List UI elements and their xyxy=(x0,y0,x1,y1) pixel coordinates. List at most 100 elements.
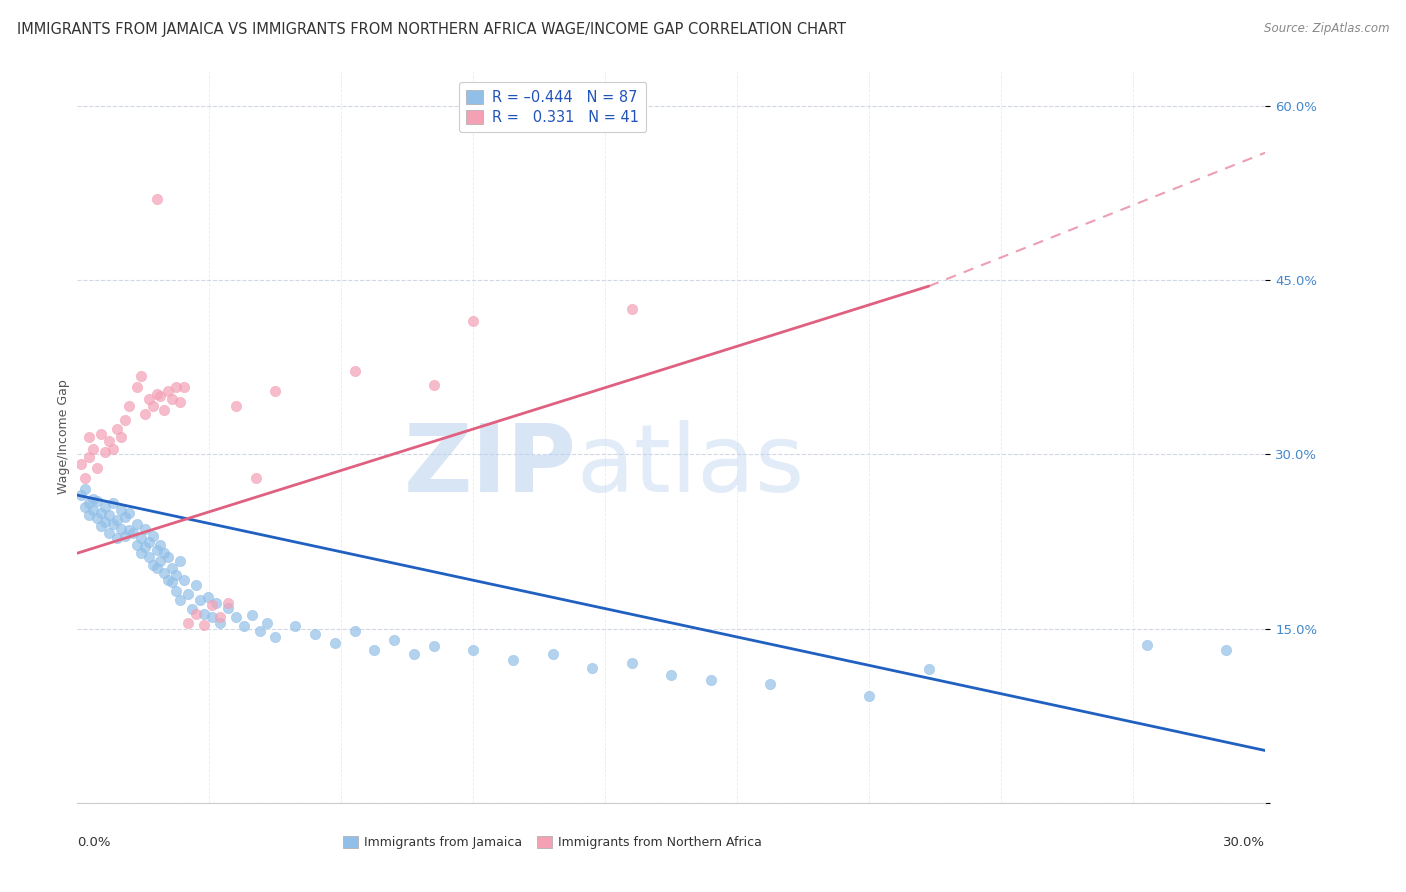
Point xyxy=(98,526,121,541)
Point xyxy=(121,526,143,541)
Point xyxy=(186,607,208,621)
Point xyxy=(423,377,446,392)
Text: 30.0%: 30.0% xyxy=(1223,836,1265,848)
Point xyxy=(463,642,485,657)
Point xyxy=(208,610,231,624)
Point xyxy=(118,399,141,413)
Point xyxy=(541,647,564,661)
Point xyxy=(153,403,176,417)
Point xyxy=(105,422,128,436)
Point xyxy=(193,618,215,632)
Point xyxy=(225,610,247,624)
Point xyxy=(1136,638,1159,652)
Point xyxy=(165,568,187,582)
Point xyxy=(70,488,93,502)
Point xyxy=(264,630,287,644)
Point xyxy=(217,600,239,615)
Point xyxy=(208,615,231,630)
Point xyxy=(125,380,148,394)
Point xyxy=(145,192,167,206)
Point xyxy=(205,596,228,610)
Point xyxy=(197,591,219,605)
Point xyxy=(169,554,191,568)
Point xyxy=(304,627,326,641)
Point xyxy=(118,523,141,537)
Point xyxy=(157,384,180,398)
Point xyxy=(129,546,152,560)
Point xyxy=(169,395,191,409)
Point xyxy=(245,471,267,485)
Point xyxy=(82,442,104,456)
Point xyxy=(162,392,184,406)
Point xyxy=(138,549,160,564)
Point xyxy=(201,599,224,613)
Point xyxy=(75,483,97,497)
Point xyxy=(77,508,100,522)
Point xyxy=(114,412,136,426)
Point xyxy=(177,615,200,630)
Point xyxy=(249,624,271,638)
Point xyxy=(177,587,200,601)
Point xyxy=(661,668,683,682)
Point xyxy=(142,558,165,572)
Point xyxy=(82,503,104,517)
Point xyxy=(284,619,307,633)
Point xyxy=(75,500,97,514)
Point xyxy=(114,529,136,543)
Point xyxy=(173,380,195,394)
Point xyxy=(153,566,176,580)
Point xyxy=(201,610,224,624)
Point xyxy=(188,592,211,607)
Point xyxy=(382,633,405,648)
Point xyxy=(110,522,132,536)
Text: atlas: atlas xyxy=(576,420,804,512)
Point xyxy=(759,677,782,691)
Point xyxy=(402,647,425,661)
Point xyxy=(129,368,152,383)
Point xyxy=(343,364,366,378)
Point xyxy=(134,522,156,536)
Point xyxy=(149,538,172,552)
Point xyxy=(142,399,165,413)
Y-axis label: Wage/Income Gap: Wage/Income Gap xyxy=(58,380,70,494)
Point xyxy=(162,561,184,575)
Point xyxy=(918,662,941,676)
Point xyxy=(145,387,167,401)
Point xyxy=(620,302,643,317)
Point xyxy=(323,635,346,649)
Point xyxy=(620,657,643,671)
Point xyxy=(77,496,100,510)
Text: IMMIGRANTS FROM JAMAICA VS IMMIGRANTS FROM NORTHERN AFRICA WAGE/INCOME GAP CORRE: IMMIGRANTS FROM JAMAICA VS IMMIGRANTS FR… xyxy=(17,22,846,37)
Point xyxy=(700,673,723,687)
Point xyxy=(77,450,100,464)
Point xyxy=(142,529,165,543)
Point xyxy=(157,573,180,587)
Point xyxy=(502,653,524,667)
Point xyxy=(125,517,148,532)
Point xyxy=(86,511,108,525)
Point xyxy=(162,575,184,590)
Point xyxy=(138,534,160,549)
Point xyxy=(101,496,124,510)
Point xyxy=(193,607,215,621)
Point xyxy=(165,380,187,394)
Point xyxy=(94,500,117,514)
Point xyxy=(217,596,239,610)
Point xyxy=(145,561,167,575)
Point xyxy=(86,461,108,475)
Point xyxy=(90,426,112,441)
Point xyxy=(343,624,366,638)
Point xyxy=(138,392,160,406)
Point xyxy=(90,519,112,533)
Point xyxy=(125,538,148,552)
Point xyxy=(105,512,128,526)
Point xyxy=(98,508,121,522)
Point xyxy=(165,584,187,599)
Point xyxy=(264,384,287,398)
Point xyxy=(105,531,128,545)
Point xyxy=(240,607,263,622)
Point xyxy=(94,445,117,459)
Point xyxy=(423,639,446,653)
Point xyxy=(858,689,880,703)
Point xyxy=(114,510,136,524)
